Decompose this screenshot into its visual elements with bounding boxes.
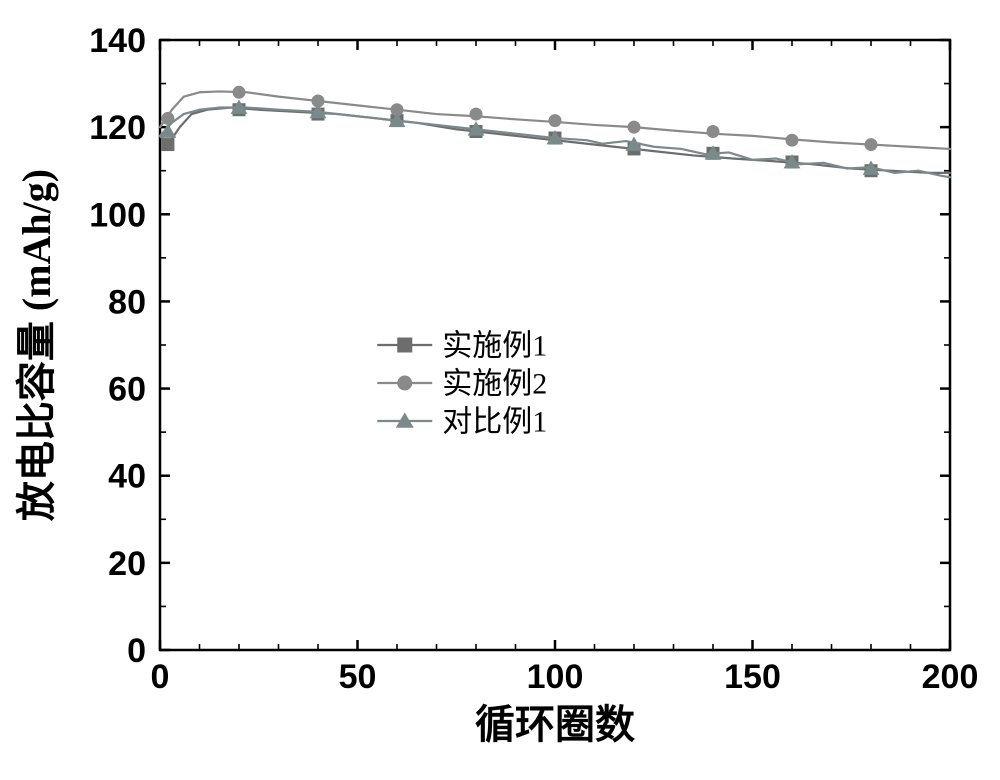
svg-text:实施例1: 实施例1 [442,330,547,363]
svg-text:40: 40 [108,458,146,496]
svg-text:50: 50 [339,658,377,696]
svg-text:20: 20 [108,545,146,583]
svg-text:60: 60 [108,371,146,409]
svg-text:0: 0 [151,658,170,696]
svg-text:100: 100 [89,196,146,234]
svg-text:80: 80 [108,283,146,321]
svg-text:循环圈数: 循环圈数 [475,702,635,747]
cycle-capacity-chart: 0 50 100 150 200 0 20 40 60 80 100 120 140 循环圈数 放电比容量 … [0,0,1000,780]
legend: 实施例1 实施例2 对比例1 [377,330,547,439]
svg-text:140: 140 [89,22,146,60]
svg-text:0: 0 [127,632,146,670]
svg-text:实施例2: 实施例2 [442,368,547,401]
svg-text:150: 150 [724,658,781,696]
chart-svg: 0 50 100 150 200 0 20 40 60 80 100 120 140 循环圈数 放电比容量 … [0,0,1000,780]
svg-text:200: 200 [922,658,979,696]
svg-text:100: 100 [527,658,584,696]
svg-text:对比例1: 对比例1 [442,406,547,439]
svg-text:放电比容量 (mAh/g): 放电比容量 (mAh/g) [14,169,59,521]
svg-text:120: 120 [89,109,146,147]
